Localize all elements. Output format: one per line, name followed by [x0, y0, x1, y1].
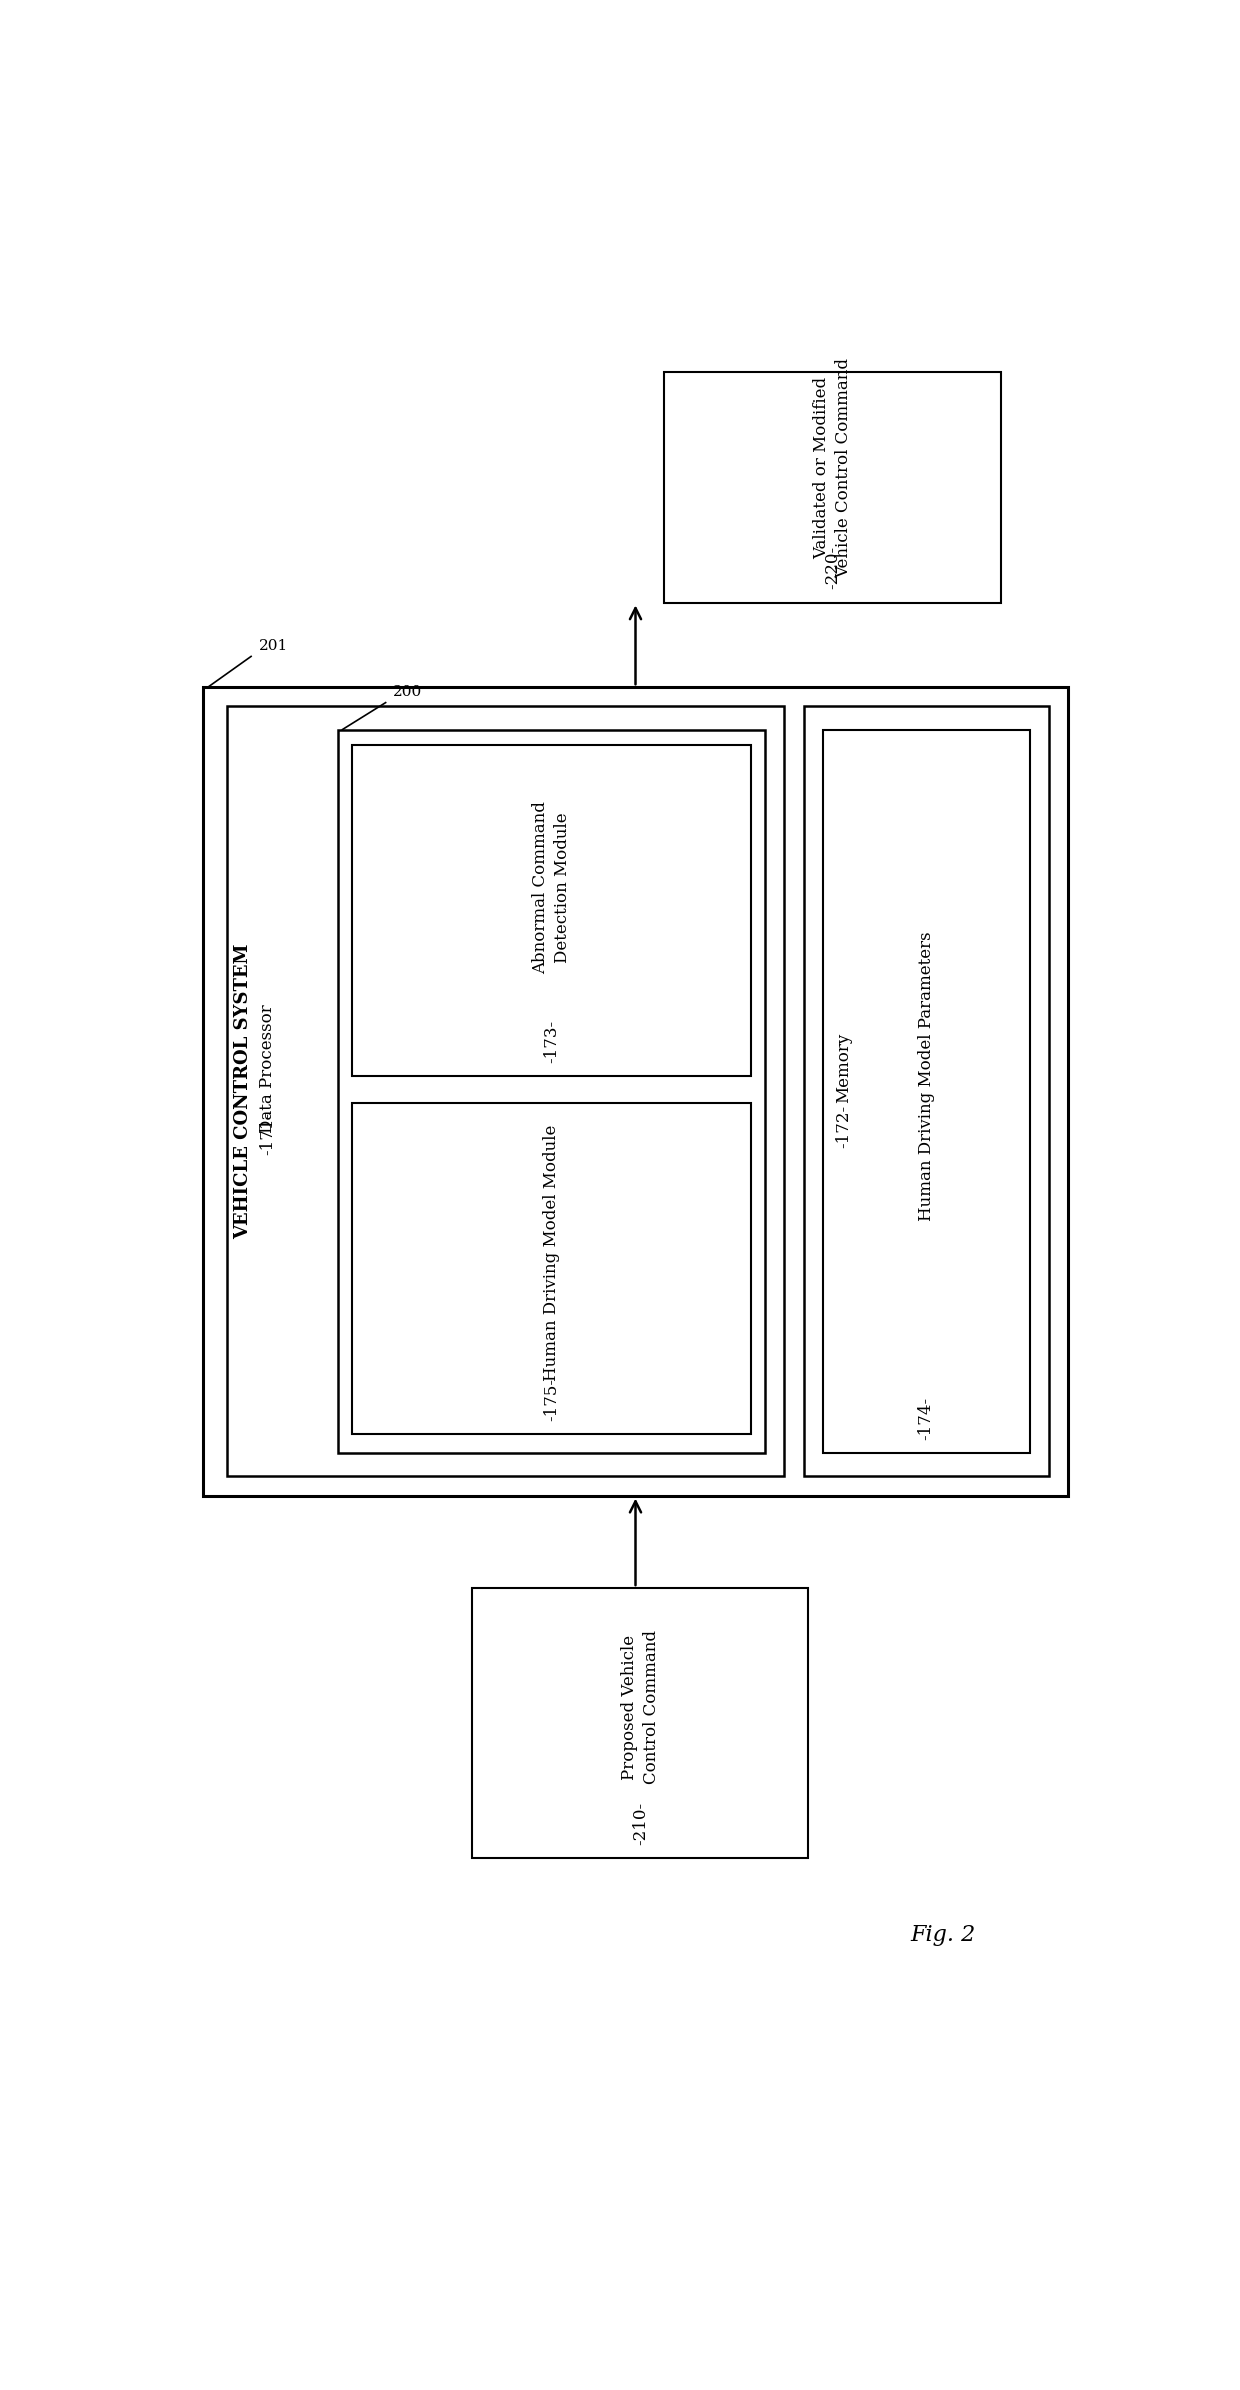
- Text: -220-: -220-: [825, 547, 841, 590]
- Bar: [203, 688, 1068, 1496]
- Text: 201: 201: [259, 638, 288, 652]
- Text: -173-: -173-: [543, 1021, 560, 1064]
- Text: Fig. 2: Fig. 2: [910, 1924, 976, 1945]
- Text: -210-: -210-: [632, 1802, 649, 1845]
- Text: Data Processor: Data Processor: [259, 1004, 277, 1133]
- Bar: [337, 729, 765, 1453]
- Text: -172-: -172-: [836, 1104, 853, 1147]
- Text: 200: 200: [393, 686, 423, 698]
- Text: Human Driving Model Module: Human Driving Model Module: [543, 1126, 560, 1381]
- Bar: [472, 1587, 808, 1857]
- Text: Memory: Memory: [836, 1032, 853, 1104]
- Bar: [352, 746, 751, 1076]
- Bar: [804, 707, 1049, 1477]
- Text: VEHICLE CONTROL SYSTEM: VEHICLE CONTROL SYSTEM: [234, 944, 253, 1238]
- Text: -171-: -171-: [259, 1111, 277, 1154]
- Text: Validated or Modified
Vehicle Control Command: Validated or Modified Vehicle Control Co…: [813, 358, 852, 578]
- Bar: [665, 370, 1001, 602]
- Text: Human Driving Model Parameters: Human Driving Model Parameters: [918, 932, 935, 1221]
- Text: Abnormal Command
Detection Module: Abnormal Command Detection Module: [532, 801, 570, 973]
- Bar: [823, 729, 1029, 1453]
- Bar: [227, 707, 785, 1477]
- Text: -175-: -175-: [543, 1379, 560, 1422]
- Bar: [352, 1104, 751, 1434]
- Text: Proposed Vehicle
Control Command: Proposed Vehicle Control Command: [621, 1630, 660, 1785]
- Text: -174-: -174-: [918, 1398, 935, 1441]
